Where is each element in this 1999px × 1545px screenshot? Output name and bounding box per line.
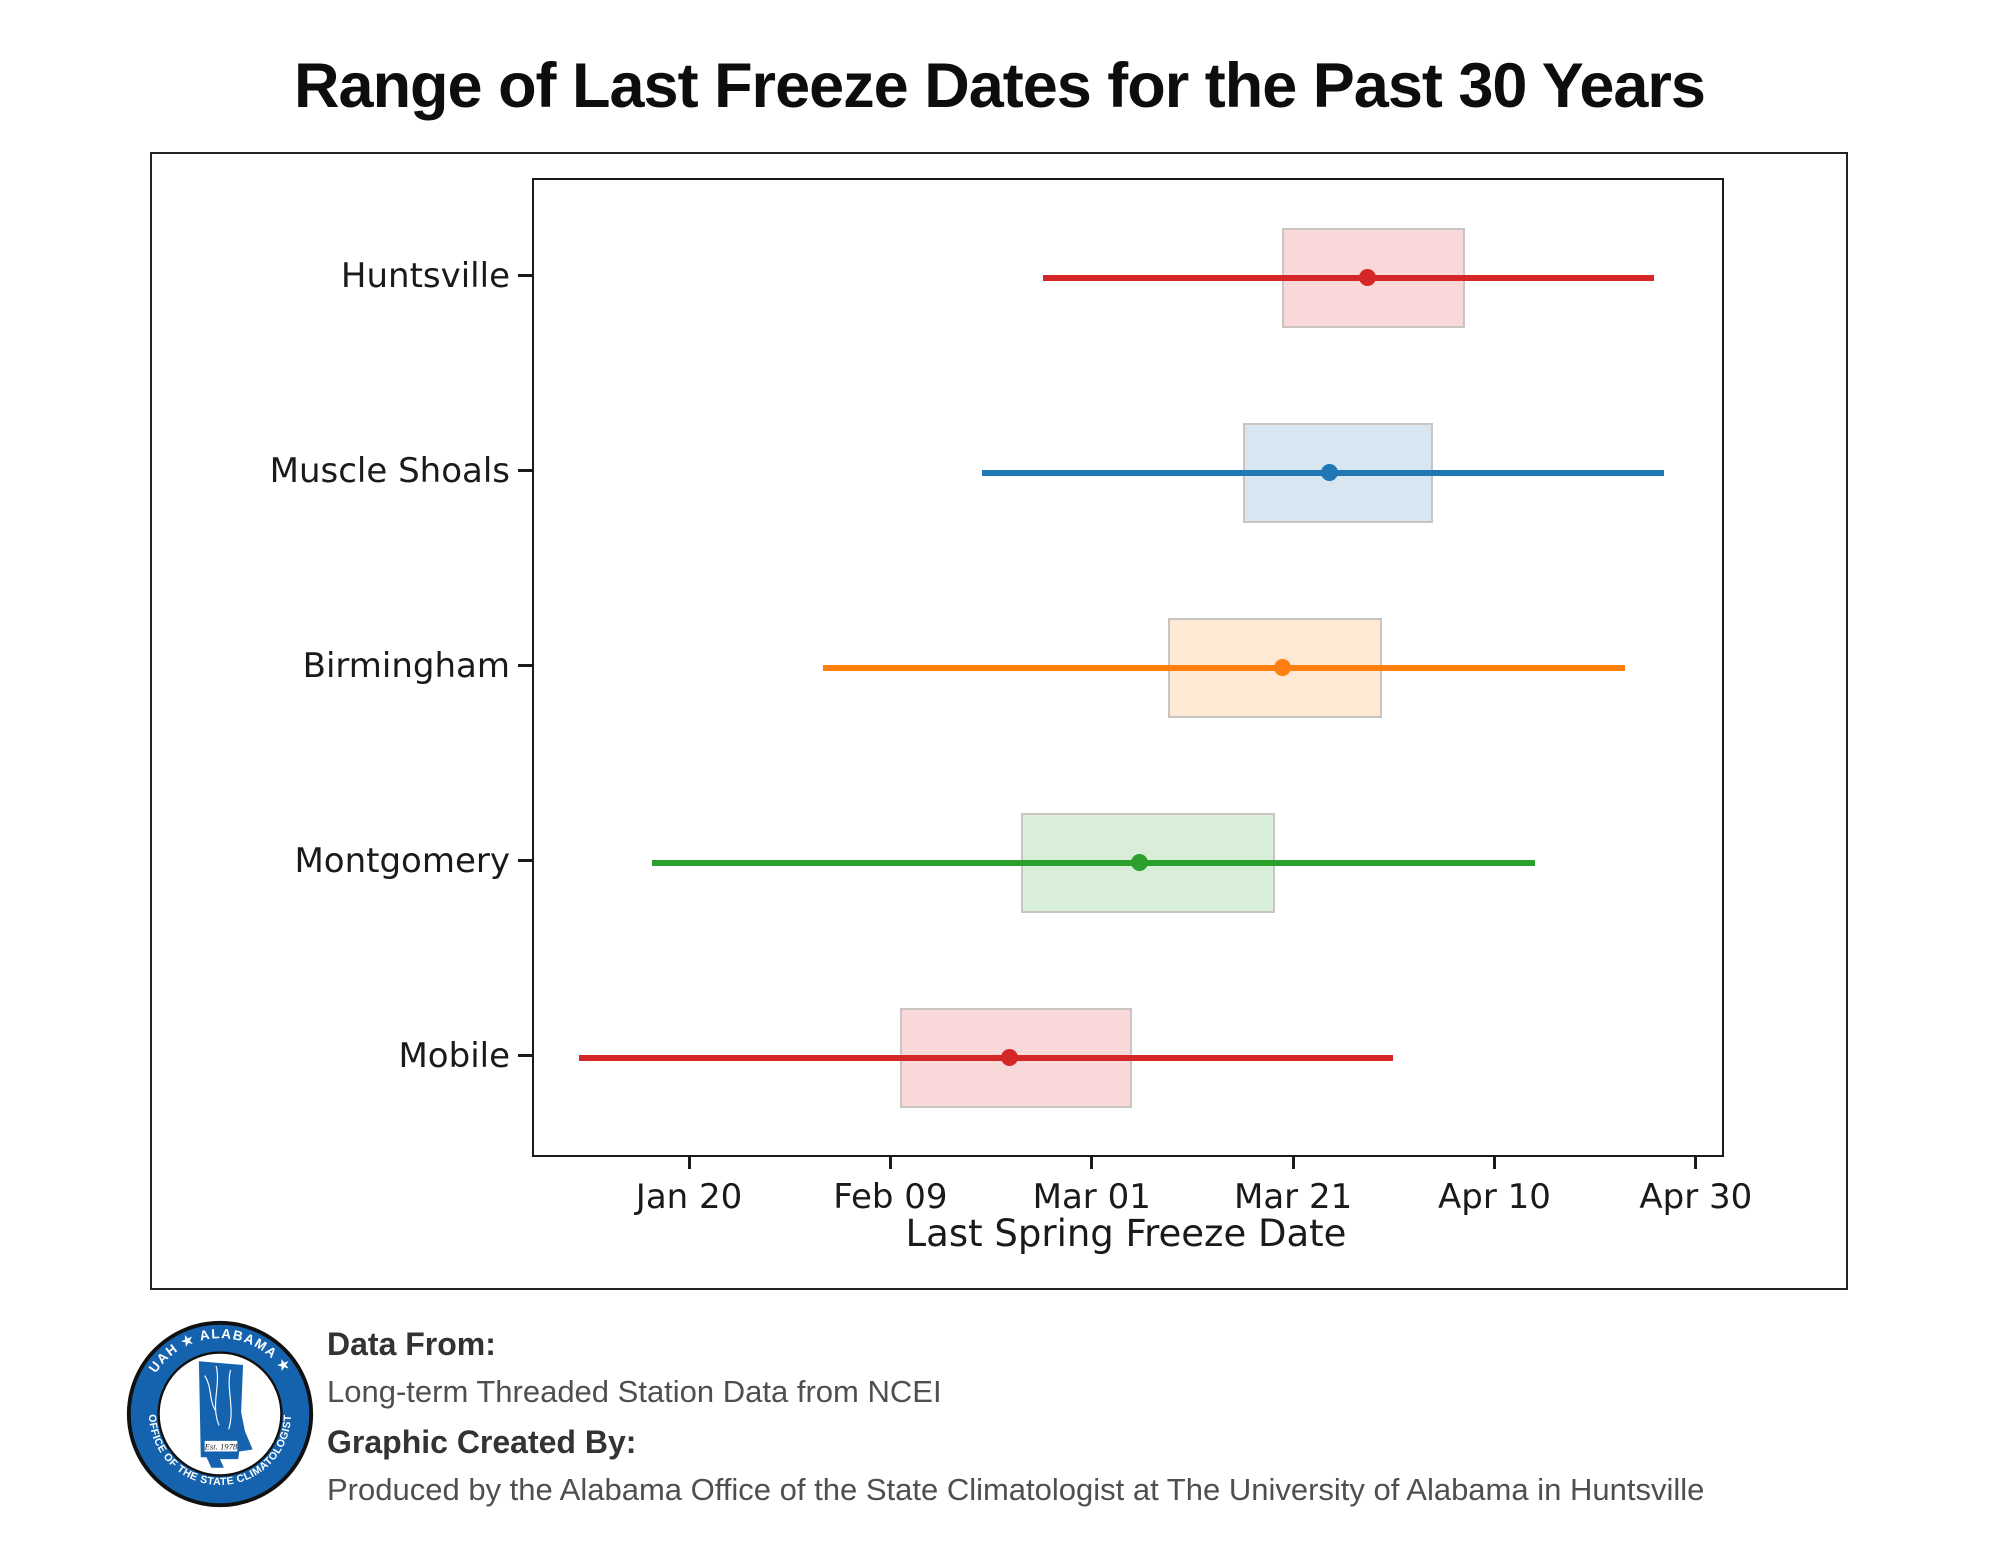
- y-tick-huntsville: [518, 274, 532, 277]
- y-tick-label-mobile: Mobile: [398, 1035, 510, 1076]
- x-tick-jan-20: [687, 1155, 691, 1169]
- median-dot-montgomery: [1130, 854, 1148, 871]
- y-tick-mobile: [518, 1054, 532, 1057]
- x-tick-mar-01: [1090, 1155, 1094, 1169]
- x-tick-label-apr-30: Apr 30: [1639, 1177, 1753, 1217]
- y-tick-muscle-shoals: [518, 469, 532, 472]
- office-of-state-climatologist-logo-icon: UAH ★ ALABAMA ★ OFFICE OF THE STATE CLIM…: [126, 1320, 314, 1508]
- x-tick-label-jan-20: Jan 20: [635, 1177, 743, 1217]
- range-line-huntsville: [1043, 274, 1654, 281]
- y-tick-label-birmingham: Birmingham: [302, 645, 510, 686]
- y-tick-label-montgomery: Montgomery: [294, 840, 510, 881]
- x-axis-title: Last Spring Freeze Date: [905, 1212, 1347, 1255]
- chart-title: Range of Last Freeze Dates for the Past …: [294, 51, 1706, 121]
- x-tick-label-mar-01: Mar 01: [1032, 1177, 1151, 1217]
- data-from-label: Data From:: [327, 1326, 496, 1362]
- data-from-value: Long-term Threaded Station Data from NCE…: [327, 1374, 942, 1409]
- logo-est-text: Est. 1978: [204, 1442, 238, 1452]
- plot-area: [532, 178, 1724, 1157]
- y-tick-label-huntsville: Huntsville: [340, 255, 510, 296]
- range-line-mobile: [579, 1054, 1393, 1061]
- median-dot-mobile: [1000, 1049, 1018, 1066]
- created-by-label: Graphic Created By:: [327, 1424, 637, 1460]
- created-by-value: Produced by the Alabama Office of the St…: [327, 1472, 1705, 1507]
- range-line-montgomery: [651, 859, 1535, 866]
- median-dot-birmingham: [1273, 659, 1291, 676]
- x-tick-label-mar-21: Mar 21: [1234, 1177, 1353, 1217]
- y-tick-label-muscle-shoals: Muscle Shoals: [269, 450, 510, 491]
- alabama-rivers-lines: [204, 1365, 232, 1430]
- est-label-plate: [204, 1440, 238, 1452]
- median-dot-muscle-shoals: [1320, 464, 1338, 481]
- x-tick-mar-21: [1291, 1155, 1295, 1169]
- y-tick-montgomery: [518, 859, 532, 862]
- range-line-birmingham: [822, 664, 1626, 671]
- median-dot-huntsville: [1359, 269, 1377, 286]
- x-tick-feb-09: [888, 1155, 892, 1169]
- x-tick-apr-10: [1492, 1155, 1496, 1169]
- y-tick-birmingham: [518, 664, 532, 667]
- x-tick-label-apr-10: Apr 10: [1438, 1177, 1551, 1217]
- x-tick-label-feb-09: Feb 09: [833, 1177, 948, 1217]
- x-tick-apr-30: [1694, 1155, 1698, 1169]
